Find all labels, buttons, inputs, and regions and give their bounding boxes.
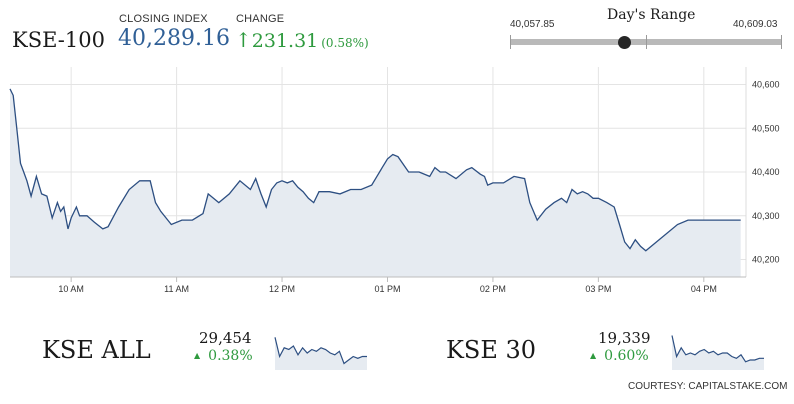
days-range-tick-mid: [646, 35, 647, 49]
intraday-line: [9, 88, 741, 252]
change-value: 231.31: [251, 30, 319, 52]
triangle-up-icon: ▲: [590, 351, 597, 360]
sparkline-line: [671, 335, 764, 363]
kse-all-name: KSE ALL: [42, 336, 151, 364]
kse-30-sparkline: [671, 335, 764, 370]
kse-30-change: ▲ 0.60%: [590, 348, 649, 364]
sparkline-line: [274, 337, 367, 365]
courtesy-credit: COURTESY: CAPITALSTAKE.COM: [628, 381, 788, 392]
kse-30-value: 19,339: [598, 329, 651, 347]
y-tick-label: 40,200: [752, 255, 780, 265]
arrow-up-icon: ↑: [235, 28, 252, 52]
kse-all-value: 29,454: [199, 329, 252, 347]
x-tick-label: 11 AM: [164, 284, 189, 294]
x-tick-label: 12 PM: [269, 284, 295, 294]
kse-all-sparkline: [274, 337, 367, 370]
x-tick-label: 01 PM: [374, 284, 400, 294]
y-tick-label: 40,500: [752, 123, 780, 133]
kse-30-change-value: 0.60%: [604, 348, 649, 364]
closing-index-label: CLOSING INDEX: [119, 13, 208, 25]
days-range-marker: [617, 36, 631, 49]
kse-all-change-value: 0.38%: [208, 348, 253, 364]
days-range-low: 40,057.85: [510, 19, 555, 30]
intraday-chart: 10 AM 11 AM 12 PM 01 PM 02 PM 03 PM 04 PM 40,20…: [9, 67, 780, 294]
x-tick-label: 04 PM: [691, 284, 717, 294]
days-range-high: 40,609.03: [733, 19, 778, 30]
days-range-tick-start: [510, 35, 511, 49]
days-range-tick-end: [781, 35, 782, 49]
days-range-title: Day's Range: [607, 7, 696, 23]
sparkline-area: [672, 335, 764, 370]
change-display: ↑231.31 (0.58%): [235, 28, 369, 52]
y-tick-label: 40,600: [752, 80, 780, 90]
y-tick-label: 40,400: [752, 167, 780, 177]
x-tick-label: 10 AM: [58, 284, 84, 294]
change-percent: (0.58%): [321, 36, 369, 50]
sparkline-area: [275, 337, 367, 370]
intraday-area: [10, 88, 741, 278]
y-tick-label: 40,300: [752, 211, 780, 221]
triangle-up-icon: ▲: [194, 351, 201, 360]
change-label: CHANGE: [236, 13, 285, 25]
kse-30-name: KSE 30: [446, 336, 537, 364]
closing-index-value: 40,289.16: [118, 26, 230, 51]
index-name: KSE-100: [12, 28, 105, 52]
x-tick-label: 02 PM: [480, 284, 506, 294]
kse-all-change: ▲ 0.38%: [194, 348, 253, 364]
x-tick-label: 03 PM: [585, 284, 611, 294]
